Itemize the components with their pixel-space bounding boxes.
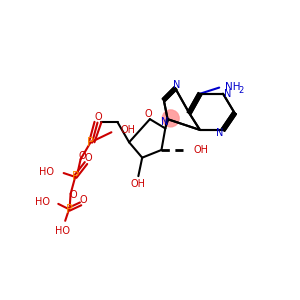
- Circle shape: [162, 110, 179, 127]
- Text: O: O: [94, 112, 102, 122]
- Text: N: N: [173, 80, 181, 90]
- Text: P: P: [72, 170, 79, 183]
- Text: HO: HO: [39, 167, 54, 176]
- Text: O: O: [85, 153, 92, 163]
- Text: NH: NH: [225, 82, 241, 92]
- Text: 2: 2: [238, 86, 244, 95]
- Text: P: P: [65, 203, 73, 216]
- Text: O: O: [145, 109, 152, 119]
- Text: O: O: [79, 195, 87, 205]
- Text: N: N: [216, 128, 224, 138]
- Text: N: N: [161, 117, 168, 127]
- Text: O: O: [70, 190, 77, 200]
- Polygon shape: [165, 119, 169, 128]
- Text: HO: HO: [35, 197, 50, 207]
- Text: P: P: [87, 136, 94, 149]
- Text: OH: OH: [121, 125, 136, 135]
- Text: N: N: [224, 89, 231, 99]
- Text: O: O: [78, 151, 86, 161]
- Text: OH: OH: [194, 145, 209, 155]
- Text: HO: HO: [56, 226, 70, 236]
- Text: OH: OH: [131, 179, 146, 189]
